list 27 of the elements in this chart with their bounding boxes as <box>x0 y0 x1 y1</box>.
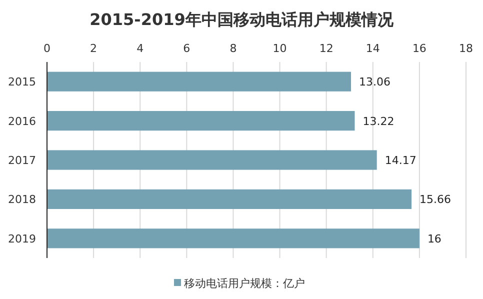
x-tick-label: 0 <box>44 42 50 55</box>
legend-label: 移动电话用户规模：亿户 <box>184 277 305 290</box>
bar <box>47 189 412 209</box>
data-label: 14.17 <box>384 154 416 167</box>
x-tick-label: 12 <box>319 42 334 55</box>
y-tick-label: 2017 <box>8 154 36 167</box>
data-label: 13.22 <box>362 114 394 128</box>
y-tick-label: 2016 <box>8 114 36 128</box>
bar <box>47 111 355 131</box>
chart-title: 2015-2019年中国移动电话用户规模情况 <box>90 10 394 29</box>
data-label: 16 <box>427 232 442 246</box>
x-tick-label: 8 <box>230 42 237 55</box>
data-label: 13.06 <box>359 76 391 89</box>
x-tick-label: 10 <box>272 42 287 55</box>
x-tick-label: 6 <box>183 42 190 55</box>
y-tick-label: 2018 <box>8 193 36 206</box>
x-tick-label: 16 <box>412 42 426 55</box>
x-tick-label: 14 <box>366 42 380 55</box>
y-tick-label: 2015 <box>8 76 36 89</box>
data-label: 15.66 <box>420 193 452 206</box>
y-tick-label: 2019 <box>8 232 36 246</box>
bar <box>47 150 377 170</box>
x-tick-label: 4 <box>136 42 144 55</box>
bar <box>47 228 420 248</box>
x-tick-label: 2 <box>90 42 98 55</box>
x-tick-label: 18 <box>459 42 473 55</box>
bar <box>47 72 352 92</box>
